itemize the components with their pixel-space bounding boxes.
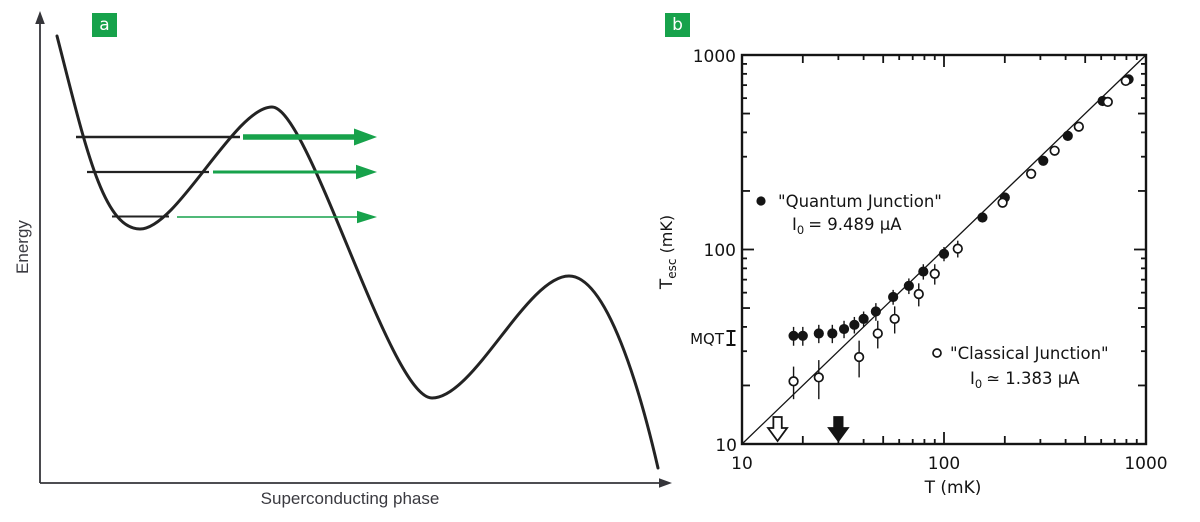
- escape-arrow-bottom-head-icon: [357, 210, 377, 224]
- escape-arrow-top: [243, 128, 377, 146]
- classical-junction-point: [872, 328, 883, 339]
- energy-axis-label: Energy: [13, 220, 32, 274]
- phase-axis-label: Superconducting phase: [261, 489, 440, 508]
- y-tick-1000: 1000: [693, 47, 736, 67]
- classical-junction-point: [1049, 145, 1060, 156]
- y-axis-label: Tesc (mK): [657, 215, 679, 290]
- classical-junction-point: [889, 313, 900, 324]
- y-axis-label-base: T: [657, 278, 677, 290]
- escape-temperature-plot: 1000 100 10 10 100 1000 T (mK) Tesc (mK)…: [657, 47, 1168, 498]
- quantum-junction-point: [788, 330, 799, 341]
- x-axis-label: T (mK): [924, 478, 982, 498]
- legend-classical-I-sub: 0: [975, 377, 982, 391]
- quantum-junction-point: [858, 313, 869, 324]
- quantum-junction-point: [977, 212, 988, 223]
- quantum-junction-point: [849, 319, 860, 330]
- x-tick-1000: 1000: [1124, 454, 1167, 474]
- phase-axis-arrowhead-icon: [659, 478, 672, 488]
- washboard-potential-diagram: Energy Superconducting phase: [13, 11, 672, 508]
- energy-axis-arrowhead-icon: [35, 11, 45, 24]
- classical-junction-point: [788, 376, 799, 387]
- escape-arrow-middle: [213, 164, 377, 180]
- legend-classical-line1: "Classical Junction": [950, 344, 1109, 363]
- y-axis-label-sub: esc: [665, 259, 679, 279]
- classical-junction-point: [813, 372, 824, 383]
- potential-curve: [55, 34, 660, 470]
- legend-classical-I-value: ≃ 1.383 μA: [986, 369, 1080, 388]
- classical-junction-point: [952, 243, 963, 254]
- y-tick-100: 100: [704, 241, 736, 261]
- quantum-junction-point: [813, 328, 824, 339]
- quantum-junction-point: [870, 306, 881, 317]
- quantum-junction-point: [1062, 130, 1073, 141]
- quantum-junction-point: [938, 248, 950, 259]
- quantum-junction-point: [888, 291, 899, 303]
- y-tick-10: 10: [715, 436, 737, 456]
- x-tick-100: 100: [928, 454, 960, 474]
- classical-junction-point: [997, 197, 1008, 208]
- classical-junction-point: [913, 288, 924, 300]
- legend-quantum-I: I: [792, 215, 797, 234]
- escape-arrow-middle-head-icon: [356, 164, 377, 180]
- quantum-junction-point: [827, 328, 838, 339]
- legend-quantum-I-sub: 0: [797, 223, 804, 237]
- quantum-junction-point: [797, 330, 808, 341]
- legend-classical-marker-icon: [932, 348, 942, 358]
- mqt-errorbar-marker: [726, 330, 736, 346]
- classical-junction-point: [1025, 168, 1037, 179]
- y-axis-label-unit: (mK): [657, 215, 676, 259]
- mqt-label: MQT: [690, 330, 725, 348]
- quantum-junction-point: [918, 266, 929, 277]
- classical-junction-point: [1102, 96, 1113, 108]
- legend-quantum-I-value: = 9.489 μA: [808, 215, 902, 234]
- quantum-junction-point: [903, 280, 914, 291]
- classical-junction-point: [1120, 75, 1131, 87]
- legend-quantum-marker-icon: [756, 196, 766, 206]
- escape-arrow-top-head-icon: [354, 128, 377, 146]
- legend-quantum-line1: "Quantum Junction": [778, 192, 942, 211]
- quantum-junction-point: [1038, 155, 1049, 166]
- panel-b-label: b: [665, 13, 690, 37]
- classical-junction-point: [853, 351, 865, 363]
- legend-classical-line2: I0 ≃ 1.383 μA: [970, 369, 1080, 391]
- x-tick-10: 10: [731, 454, 753, 474]
- panel-a-label: a: [92, 13, 117, 37]
- escape-arrow-bottom: [177, 210, 377, 224]
- classical-junction-point: [929, 268, 940, 279]
- legend-quantum-line2: I0 = 9.489 μA: [792, 215, 902, 237]
- quantum-junction-point: [838, 323, 850, 335]
- hollow-down-arrow-icon: [766, 416, 789, 443]
- legend-classical-I: I: [970, 369, 975, 388]
- solid-down-arrow-icon: [827, 416, 850, 443]
- classical-junction-point: [1073, 121, 1084, 132]
- plot-content: [741, 54, 1147, 445]
